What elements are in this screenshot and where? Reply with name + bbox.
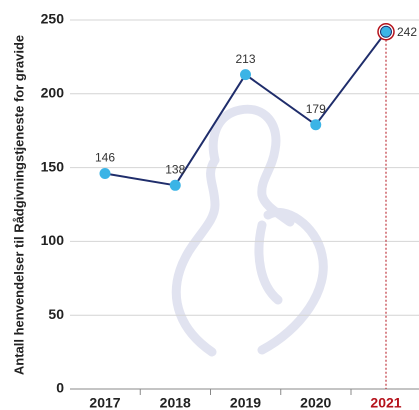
data-label: 242 <box>397 25 417 39</box>
x-tick-label: 2019 <box>230 395 261 410</box>
data-label: 146 <box>95 151 115 165</box>
marker <box>99 168 111 180</box>
y-tick-label: 200 <box>41 85 65 101</box>
y-tick-label: 50 <box>48 306 64 322</box>
y-axis-title: Antall henvendelser til Rådgivningstjene… <box>11 35 26 375</box>
y-tick-label: 100 <box>41 232 65 248</box>
marker <box>169 179 181 191</box>
data-label: 179 <box>306 102 326 116</box>
marker <box>310 119 322 131</box>
marker <box>240 69 251 81</box>
data-label: 213 <box>235 52 255 66</box>
x-tick-label: 2018 <box>160 395 191 410</box>
x-tick-label: 2017 <box>89 395 120 410</box>
data-label: 138 <box>165 162 185 176</box>
y-tick-label: 250 <box>41 11 65 27</box>
y-tick-label: 0 <box>56 380 64 396</box>
background-silhouette <box>171 104 328 357</box>
y-tick-label: 150 <box>41 158 65 174</box>
marker <box>380 25 392 38</box>
x-tick-label: 2020 <box>300 395 331 410</box>
x-tick-label: 2021 <box>370 395 401 410</box>
